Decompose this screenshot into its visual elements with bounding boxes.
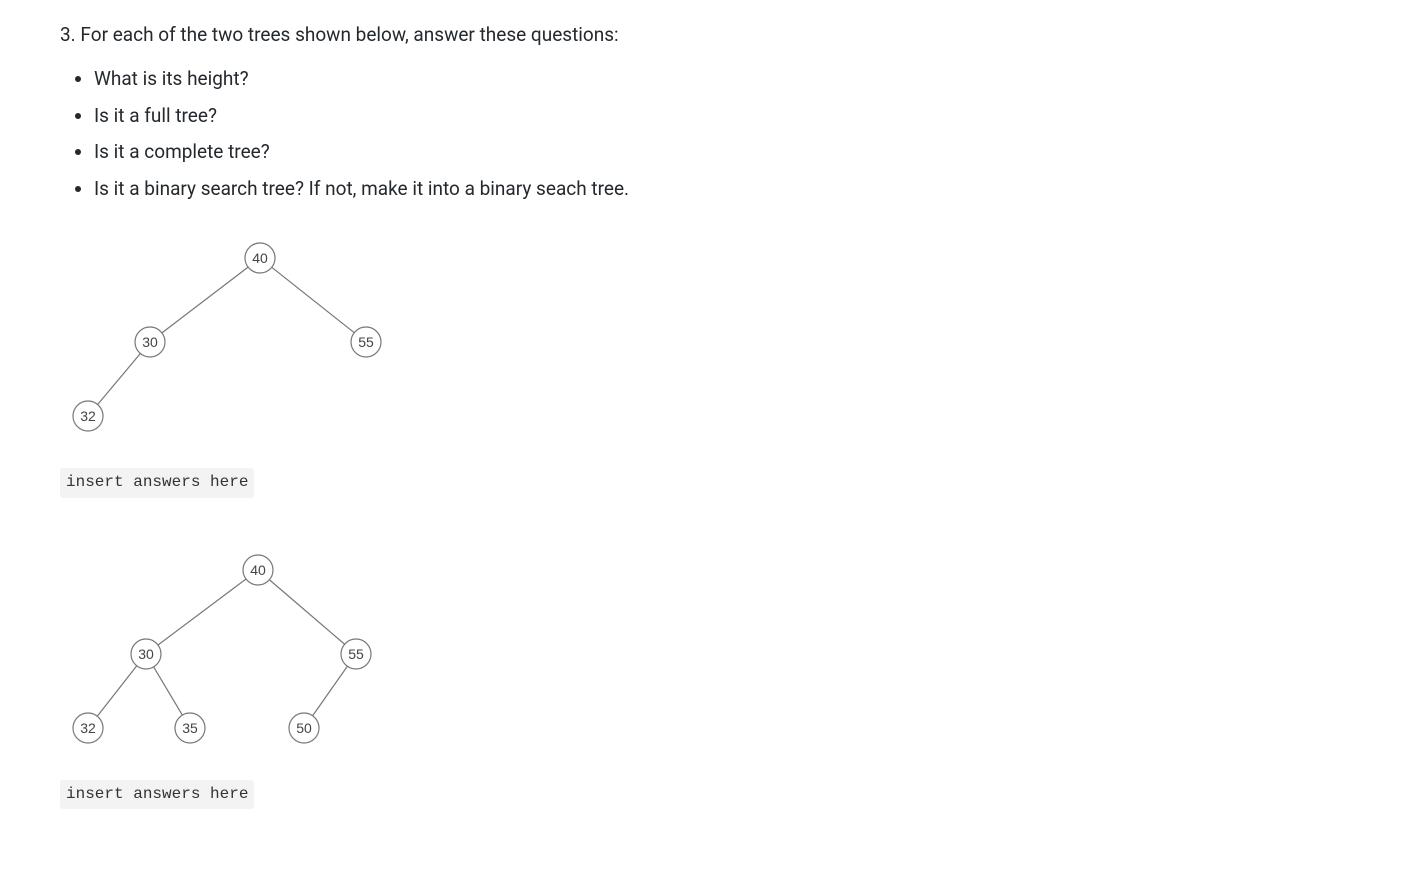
- tree-node-label: 50: [296, 720, 312, 736]
- tree-edge: [154, 666, 183, 714]
- question-bullet: Is it a binary search tree? If not, make…: [94, 174, 1350, 204]
- question-bullet: What is its height?: [94, 64, 1350, 94]
- tree-node-label: 32: [80, 720, 96, 736]
- tree-1-svg: 40 30 55 32: [60, 234, 420, 444]
- tree-edge: [158, 579, 246, 645]
- tree-node-label: 40: [252, 250, 268, 266]
- answer-placeholder-1: insert answers here: [60, 468, 254, 498]
- tree-edge: [98, 353, 141, 404]
- question-text: For each of the two trees shown below, a…: [80, 23, 618, 46]
- tree-node-label: 55: [358, 334, 374, 350]
- question-intro: 3. For each of the two trees shown below…: [60, 20, 1350, 50]
- tree-node-label: 40: [250, 562, 266, 578]
- answer-placeholder-2: insert answers here: [60, 780, 254, 810]
- tree-edge: [313, 666, 348, 715]
- tree-2-figure: 40 30 55 32 35 50: [60, 546, 1350, 756]
- tree-node-label: 30: [142, 334, 158, 350]
- tree-edge: [97, 665, 136, 715]
- tree-node-label: 32: [80, 408, 96, 424]
- tree-1-figure: 40 30 55 32: [60, 234, 1350, 444]
- tree-2-svg: 40 30 55 32 35 50: [60, 546, 420, 756]
- tree-edge: [272, 267, 354, 332]
- tree-edge: [162, 267, 248, 333]
- question-bullet: Is it a complete tree?: [94, 137, 1350, 167]
- tree-node-label: 55: [348, 646, 364, 662]
- question-bullet: Is it a full tree?: [94, 101, 1350, 131]
- question-number: 3.: [60, 23, 76, 46]
- tree-node-label: 35: [182, 720, 198, 736]
- tree-edge: [269, 579, 344, 643]
- tree-node-label: 30: [138, 646, 154, 662]
- question-bullet-list: What is its height? Is it a full tree? I…: [60, 64, 1350, 204]
